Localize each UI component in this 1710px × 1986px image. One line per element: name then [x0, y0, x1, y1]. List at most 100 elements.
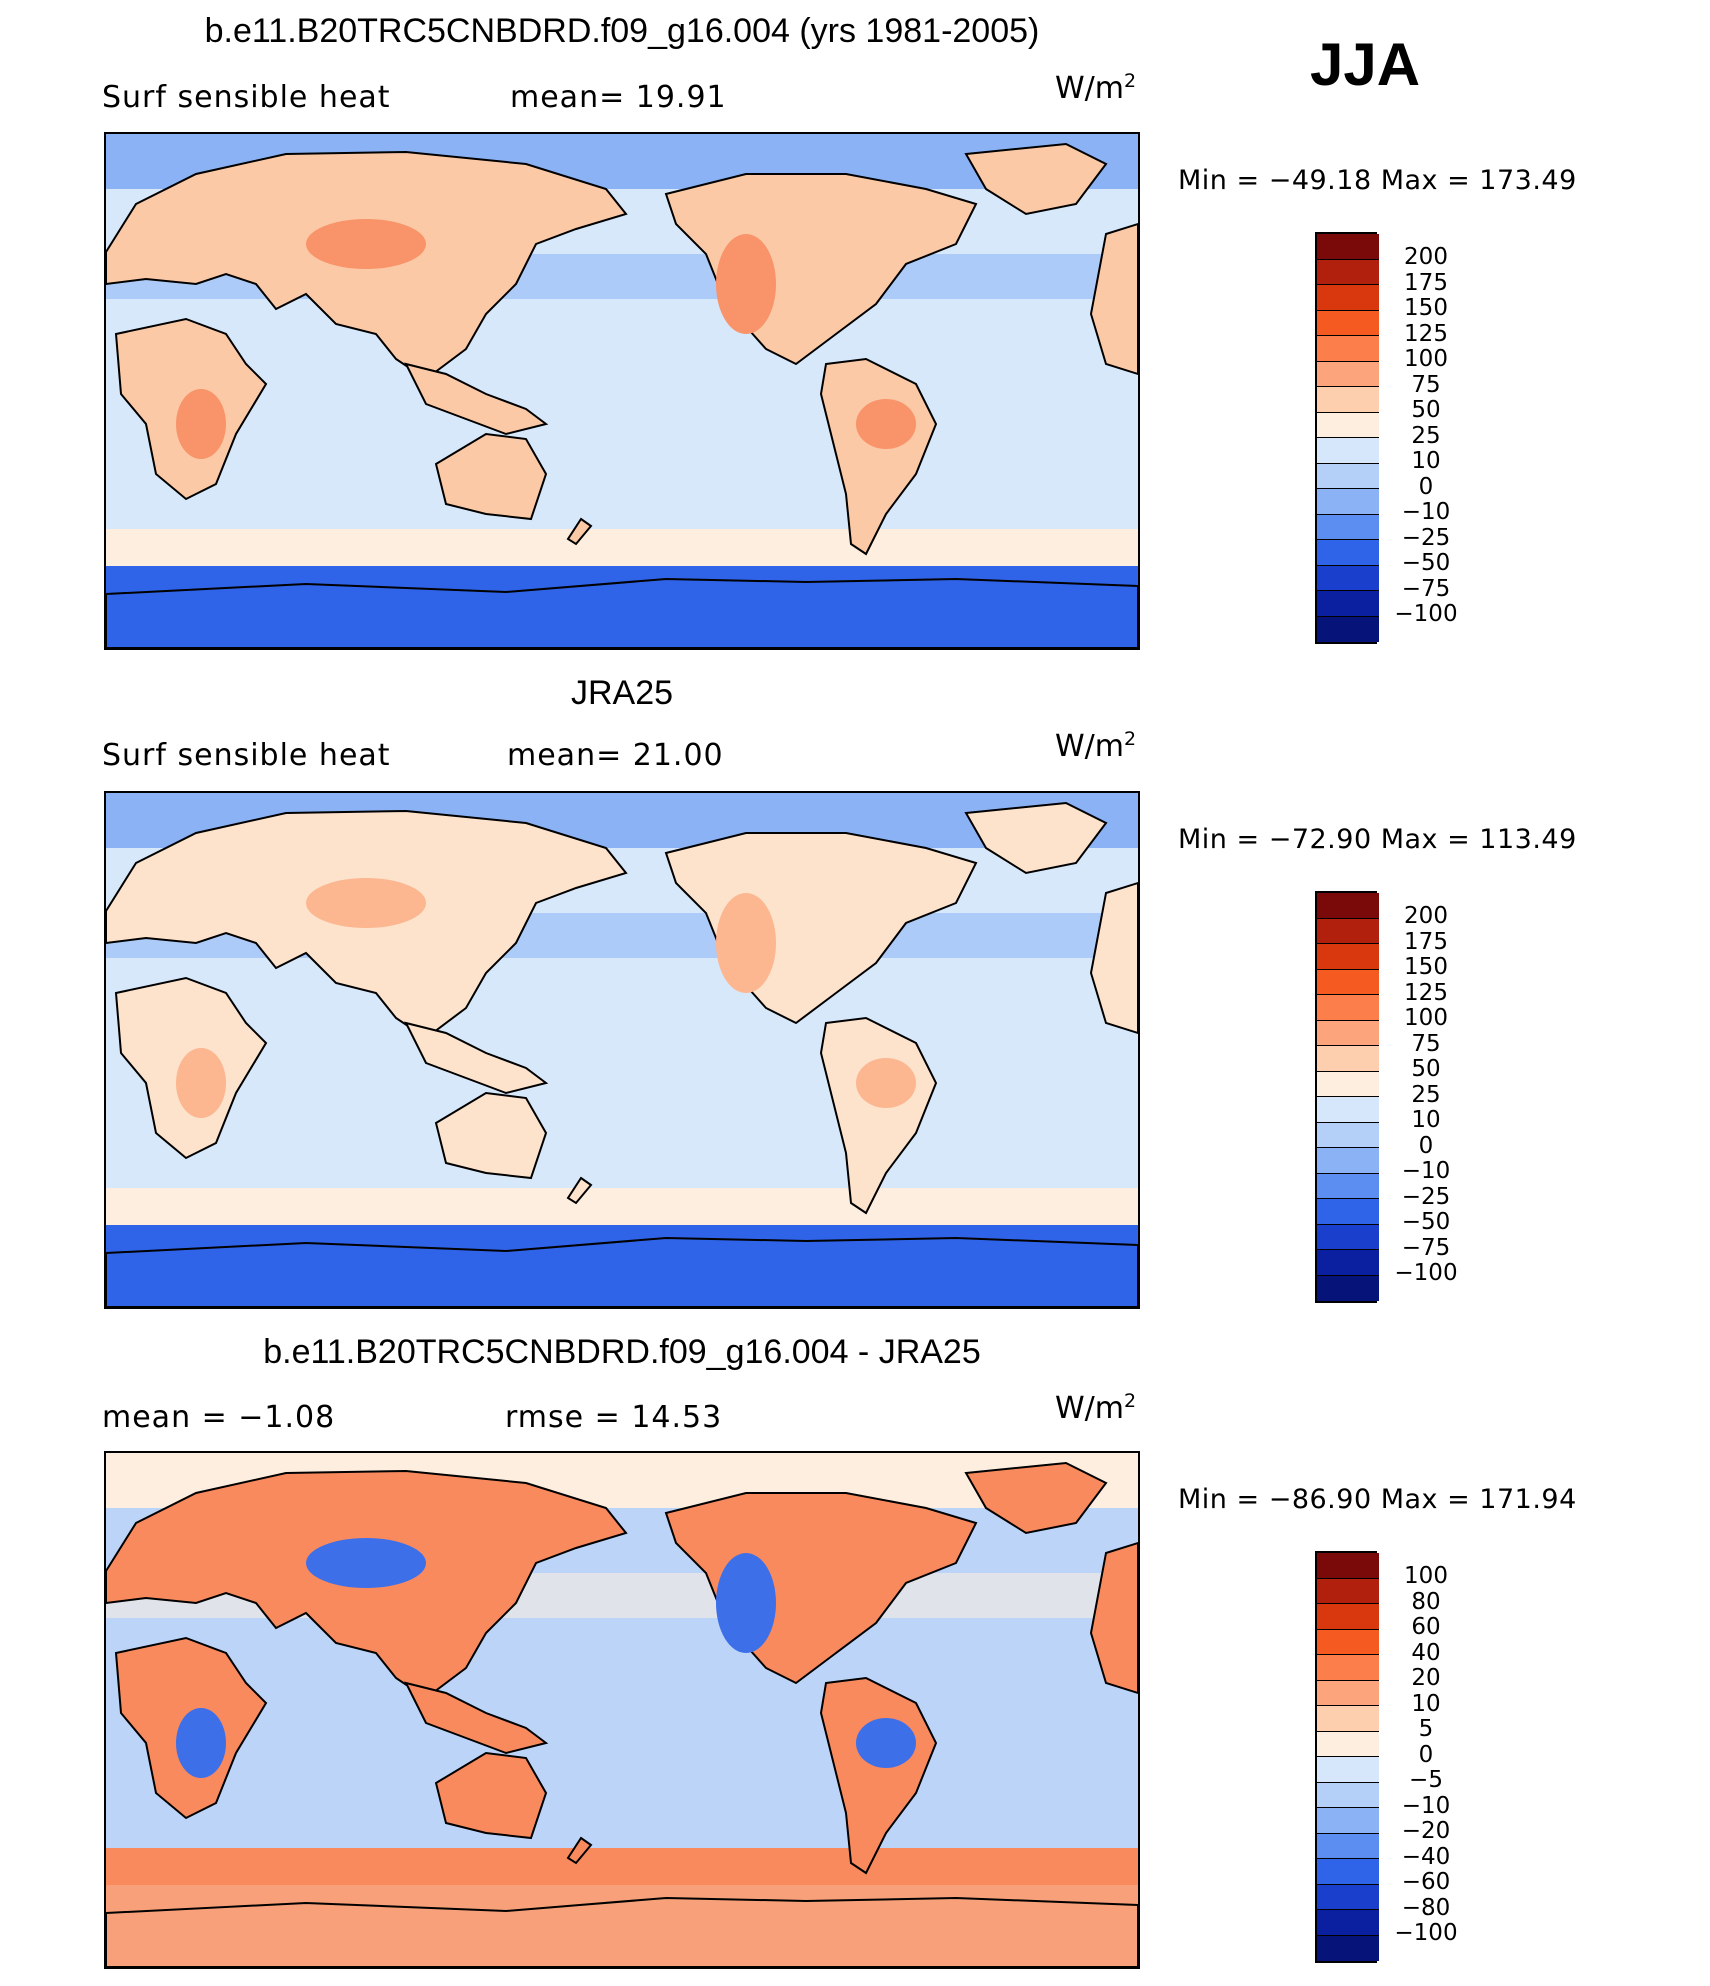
- colorbar-tick-label: 40: [1411, 1639, 1441, 1666]
- colorbar-swatch: [1317, 565, 1379, 591]
- colorbar-tick-label: 200: [1404, 903, 1448, 929]
- hotspot: [306, 1538, 426, 1588]
- panel-1-colorbar: [1315, 232, 1379, 644]
- colorbar-swatch: [1317, 1884, 1379, 1910]
- colorbar-tick-label: −10: [1401, 1792, 1451, 1819]
- colorbar-swatch: [1317, 591, 1379, 617]
- landmass-australia: [434, 1751, 548, 1840]
- colorbar-tick-label: 50: [1411, 1056, 1441, 1082]
- landmass-seasia: [404, 1681, 549, 1755]
- colorbar-swatch: [1317, 944, 1379, 970]
- landmass-australia: [434, 432, 548, 521]
- panel-1-map: [104, 132, 1140, 650]
- colorbar-tick-label: 5: [1418, 1716, 1434, 1742]
- colorbar-swatch: [1317, 1275, 1379, 1301]
- landmass-nz: [566, 1176, 593, 1205]
- colorbar-tick-label: −10: [1401, 1158, 1451, 1184]
- colorbar-tick-label: 100: [1404, 1005, 1448, 1031]
- landmass-seasia: [404, 362, 549, 436]
- colorbar-swatch: [1317, 1782, 1379, 1808]
- panel-1-colorbar-labels: 200 175 150 125 100 75 50 25 10 0 −10 −25 −50 −75 −100: [1390, 244, 1462, 628]
- colorbar-tick-label: −5: [1409, 1767, 1443, 1793]
- colorbar-swatch: [1317, 1935, 1379, 1961]
- season-label: JJA: [1310, 31, 1421, 98]
- colorbar-swatch: [1317, 361, 1379, 387]
- colorbar-tick-label: −100: [1394, 1920, 1458, 1946]
- colorbar-swatch: [1317, 285, 1379, 311]
- units-exponent: 2: [1124, 70, 1137, 92]
- hotspot: [176, 1708, 226, 1778]
- landmass-australia: [434, 1091, 548, 1180]
- landmass-seasia: [404, 1021, 549, 1095]
- colorbar-tick-label: −50: [1401, 550, 1451, 576]
- hotspot: [306, 219, 426, 269]
- colorbar-tick-label: 125: [1404, 320, 1448, 347]
- panel-3-mean-label: mean = −1.08: [102, 1400, 336, 1435]
- colorbar-tick-label: −100: [1394, 601, 1458, 627]
- landmass-europe_r: [1089, 1541, 1138, 1695]
- colorbar-swatch: [1317, 1808, 1379, 1834]
- colorbar-tick-label: 10: [1411, 1690, 1441, 1717]
- colorbar-swatch: [1317, 1020, 1379, 1046]
- southern-ocean-band: [106, 1848, 1138, 1888]
- colorbar-swatch: [1317, 616, 1379, 642]
- colorbar-tick-label: 10: [1411, 1107, 1441, 1133]
- hotspot: [716, 1553, 776, 1653]
- hotspot: [176, 1048, 226, 1118]
- landmass-antarctica: [106, 577, 1138, 648]
- hotspot: [856, 1058, 916, 1108]
- colorbar-swatch: [1317, 893, 1379, 919]
- panel-1-variable-label: Surf sensible heat: [102, 80, 391, 115]
- panel-2-mean-label: mean= 21.00: [507, 738, 724, 773]
- colorbar-tick-label: −80: [1401, 1894, 1451, 1921]
- colorbar-swatch: [1317, 412, 1379, 438]
- colorbar-swatch: [1317, 438, 1379, 464]
- colorbar-swatch: [1317, 1250, 1379, 1276]
- colorbar-swatch: [1317, 1910, 1379, 1936]
- landmass-antarctica: [106, 1236, 1138, 1307]
- colorbar-tick-label: 150: [1404, 954, 1448, 980]
- colorbar-tick-label: 125: [1404, 979, 1448, 1006]
- colorbar-tick-label: 60: [1411, 1614, 1441, 1640]
- colorbar-swatch: [1317, 1046, 1379, 1072]
- colorbar-swatch: [1317, 1731, 1379, 1757]
- panel-2-colorbar: [1315, 891, 1379, 1303]
- landmass-greenland: [964, 142, 1108, 216]
- colorbar-swatch: [1317, 1833, 1379, 1859]
- southern-ocean-band: [106, 1188, 1138, 1228]
- landmass-nz: [566, 1836, 593, 1865]
- hotspot: [176, 389, 226, 459]
- colorbar-swatch: [1317, 969, 1379, 995]
- hotspot: [716, 234, 776, 334]
- colorbar-tick-label: 25: [1411, 422, 1441, 449]
- colorbar-swatch: [1317, 1757, 1379, 1783]
- panel-1-units: W/m2: [1055, 70, 1136, 106]
- colorbar-swatch: [1317, 1706, 1379, 1732]
- colorbar-tick-label: −75: [1401, 575, 1451, 602]
- panel-2-units: W/m2: [1055, 728, 1136, 764]
- colorbar-tick-label: −100: [1394, 1260, 1458, 1286]
- colorbar-swatch: [1317, 1122, 1379, 1148]
- landmass-nz: [566, 517, 593, 546]
- colorbar-tick-label: 175: [1404, 928, 1448, 955]
- colorbar-tick-label: 0: [1418, 1132, 1434, 1159]
- colorbar-swatch: [1317, 1859, 1379, 1885]
- colorbar-tick-label: 100: [1404, 1563, 1448, 1589]
- colorbar-tick-label: 0: [1418, 473, 1434, 500]
- colorbar-swatch: [1317, 514, 1379, 540]
- panel-2-variable-label: Surf sensible heat: [102, 738, 391, 773]
- panel-3-rmse-label: rmse = 14.53: [505, 1400, 723, 1435]
- colorbar-swatch: [1317, 259, 1379, 285]
- units-exponent: 2: [1124, 1390, 1137, 1412]
- colorbar-swatch: [1317, 489, 1379, 515]
- colorbar-swatch: [1317, 1097, 1379, 1123]
- landmass-antarctica: [106, 1896, 1138, 1967]
- hotspot: [716, 893, 776, 993]
- colorbar-swatch: [1317, 463, 1379, 489]
- units-base: W/m: [1055, 1391, 1124, 1426]
- colorbar-tick-label: −20: [1401, 1818, 1451, 1844]
- colorbar-tick-label: −25: [1401, 524, 1451, 551]
- hotspot: [856, 399, 916, 449]
- southern-ocean-band: [106, 529, 1138, 569]
- units-base: W/m: [1055, 71, 1124, 106]
